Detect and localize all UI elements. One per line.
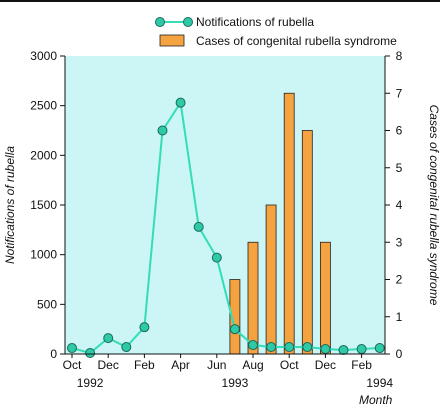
top-rule <box>0 0 440 2</box>
y-left-tick-label: 0 <box>50 347 57 361</box>
legend: Notifications of rubella Cases of congen… <box>155 15 397 48</box>
x-tick-label: Jun <box>207 358 226 372</box>
x-year-label: 1994 <box>366 376 393 390</box>
line-series-notifications <box>67 97 385 359</box>
y-left-tick-label: 3000 <box>30 49 57 63</box>
plot-area <box>65 56 385 354</box>
point-notifications <box>175 97 186 108</box>
point-notifications <box>229 324 240 335</box>
x-year-label: 1992 <box>77 376 104 390</box>
legend-label-notifications: Notifications of rubella <box>196 15 314 29</box>
point-notifications <box>320 344 331 355</box>
y-left-tick-label: 1500 <box>30 198 57 212</box>
x-tick-label: Oct <box>280 358 299 372</box>
y-left-tick-label: 2500 <box>30 99 57 113</box>
y-axis-left-ticks: 0 500 1000 1500 2000 2500 3000 <box>30 49 65 361</box>
point-notifications <box>193 221 204 232</box>
point-notifications <box>103 333 114 344</box>
y-right-tick-label: 8 <box>396 49 403 63</box>
legend-bar-swatch <box>159 34 185 47</box>
point-notifications <box>85 348 96 359</box>
y-axis-left-title: Notifications of rubella <box>3 146 17 264</box>
y-right-tick-label: 5 <box>396 161 403 175</box>
point-notifications <box>374 343 385 354</box>
point-notifications <box>338 345 349 356</box>
x-axis-ticks: Oct Dec Feb Apr Jun Aug Oct Dec Feb 1992 1993 1994 <box>63 354 393 390</box>
legend-line-marker <box>183 17 193 27</box>
bar-series-crs <box>229 92 331 355</box>
point-notifications <box>248 340 258 351</box>
x-axis-title: Month <box>359 393 393 407</box>
legend-label-crs: Cases of congenital rubella syndrome <box>196 34 397 48</box>
y-axis-right-ticks: 0 1 2 3 4 5 6 7 8 <box>385 49 403 361</box>
y-axis-right-title: Cases of congenital rubella syndrome <box>427 105 440 306</box>
x-tick-label: Aug <box>242 358 263 372</box>
bar-crs <box>283 92 295 355</box>
point-notifications <box>157 125 168 136</box>
point-notifications <box>284 342 295 353</box>
x-tick-label: Feb <box>134 358 155 372</box>
y-right-tick-label: 3 <box>396 235 403 249</box>
bar-crs <box>301 130 313 355</box>
x-tick-label: Oct <box>63 358 82 372</box>
x-tick-label: Dec <box>315 358 336 372</box>
y-right-tick-label: 4 <box>396 198 403 212</box>
point-notifications <box>139 322 150 333</box>
legend-line-marker <box>155 17 165 27</box>
point-notifications <box>302 342 313 353</box>
y-right-tick-label: 6 <box>396 124 403 138</box>
point-notifications <box>356 344 367 355</box>
x-tick-label: Apr <box>171 358 190 372</box>
y-left-tick-label: 2000 <box>30 148 57 162</box>
y-right-tick-label: 7 <box>396 86 403 100</box>
bar-crs <box>265 204 277 355</box>
x-tick-label: Dec <box>98 358 119 372</box>
y-right-tick-label: 0 <box>396 347 403 361</box>
point-notifications <box>266 342 277 353</box>
point-notifications <box>121 342 132 353</box>
y-right-tick-label: 2 <box>396 273 403 287</box>
y-left-tick-label: 1000 <box>30 248 57 262</box>
point-notifications <box>211 252 222 263</box>
bar-crs <box>319 241 331 355</box>
x-year-label: 1993 <box>222 376 249 390</box>
y-right-tick-label: 1 <box>396 310 403 324</box>
bar-crs <box>247 241 259 355</box>
point-notifications <box>67 343 77 354</box>
x-tick-label: Feb <box>351 358 372 372</box>
y-left-tick-label: 500 <box>37 297 57 311</box>
